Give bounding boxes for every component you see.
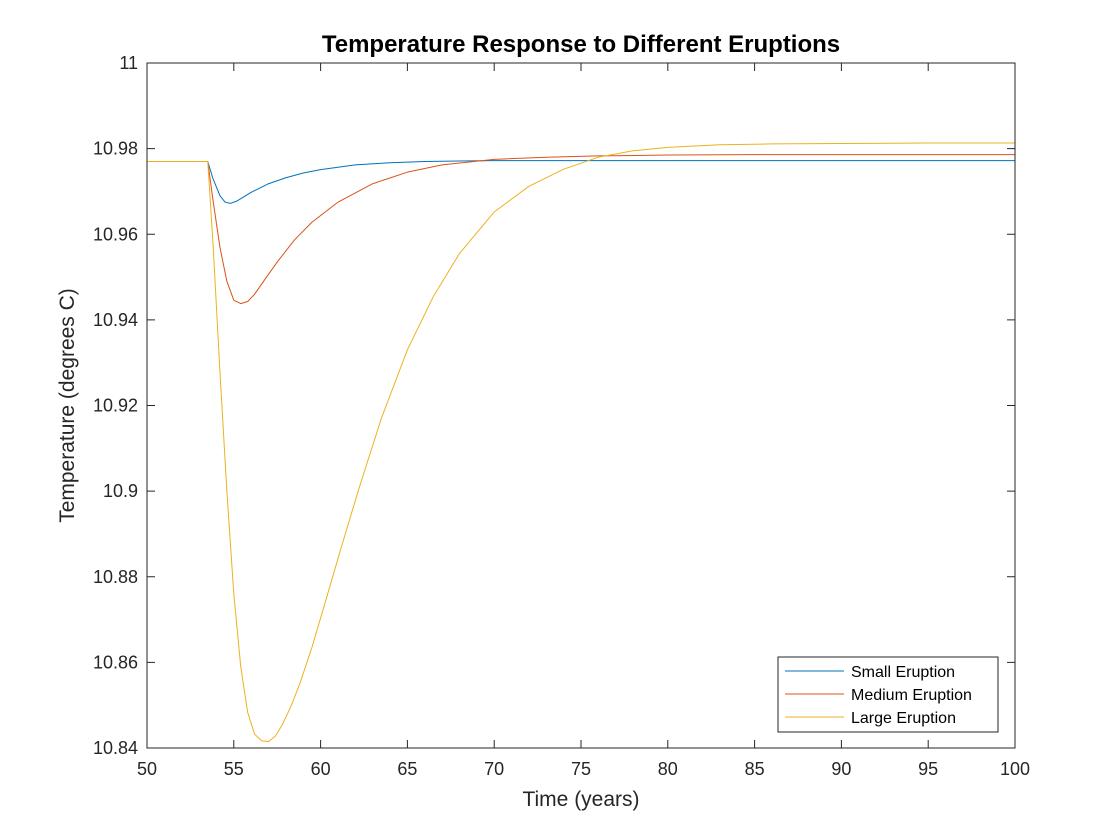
y-tick-label: 10.86 [93,652,138,672]
x-tick-label: 80 [658,759,678,779]
y-tick-label: 10.88 [93,567,138,587]
x-tick-label: 85 [745,759,765,779]
y-tick-label: 10.9 [103,481,138,501]
legend-entry-label: Small Eruption [851,664,955,681]
x-tick-label: 75 [571,759,591,779]
x-axis-label: Time (years) [522,788,639,811]
y-tick-label: 10.94 [93,310,138,330]
series-line-0 [147,160,1015,204]
y-axis-label: Temperature (degrees C) [56,288,79,523]
chart-title: Temperature Response to Different Erupti… [322,31,840,58]
legend: Small Eruption Medium Eruption Large Erupt… [777,656,999,733]
y-tick-label: 11 [119,53,138,73]
x-tick-label: 70 [484,759,504,779]
x-tick-label: 65 [397,759,417,779]
x-tick-label: 55 [224,759,244,779]
x-tick-label: 95 [918,759,938,779]
x-tick-label: 90 [831,759,851,779]
y-tick-label: 10.98 [93,139,138,159]
x-tick-label: 100 [1000,759,1030,779]
x-tick-label: 50 [137,759,157,779]
x-tick-label: 60 [311,759,331,779]
y-tick-label: 10.92 [93,396,138,416]
series-line-1 [147,154,1015,305]
series-lines [147,142,1015,743]
y-tick-label: 10.96 [93,224,138,244]
series-line-2 [147,142,1015,743]
legend-entry-label: Medium Eruption [851,687,972,704]
plot-area [147,63,1015,748]
y-tick-label: 10.84 [93,738,138,758]
axis-ticks: 50 55 60 65 70 75 80 85 90 95 100 10.84 10.86 10.88 10… [93,53,1030,779]
legend-entry-label: Large Eruption [851,710,956,727]
